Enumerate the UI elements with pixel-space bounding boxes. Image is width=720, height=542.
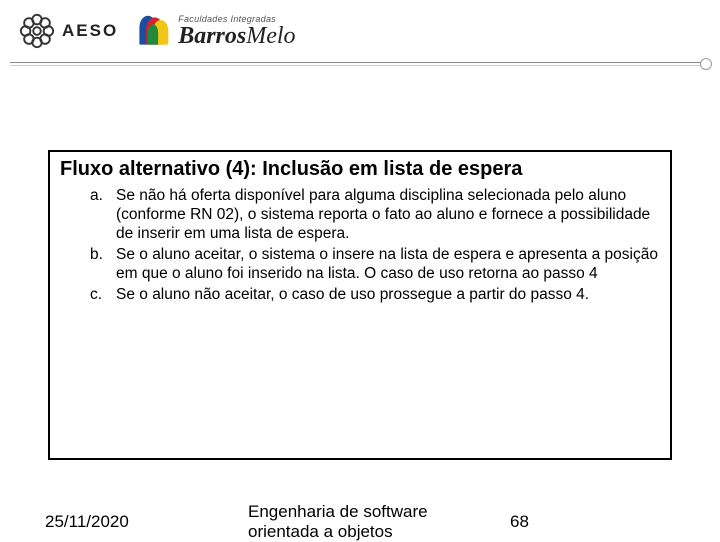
aeso-label: AESO	[62, 21, 118, 41]
list-item: b. Se o aluno aceitar, o sistema o inser…	[90, 246, 660, 284]
list-item: a. Se não há oferta disponível para algu…	[90, 187, 660, 244]
item-marker: b.	[90, 246, 116, 284]
arches-icon	[136, 14, 170, 48]
footer-date: 25/11/2020	[45, 512, 129, 532]
item-marker: a.	[90, 187, 116, 244]
barros-logo: Faculdades Integradas BarrosMelo	[136, 14, 295, 48]
barros-main-1: Barros	[178, 23, 246, 49]
content-box: Fluxo alternativo (4): Inclusão em lista…	[48, 150, 672, 460]
item-marker: c.	[90, 286, 116, 305]
flower-icon	[18, 12, 56, 50]
slide-header: AESO Faculdades Integradas BarrosMelo	[0, 0, 720, 62]
barros-main-2: Melo	[246, 23, 295, 49]
header-divider	[10, 62, 710, 66]
content-title: Fluxo alternativo (4): Inclusão em lista…	[60, 158, 660, 181]
item-text: Se não há oferta disponível para alguma …	[116, 187, 660, 244]
barros-text: Faculdades Integradas BarrosMelo	[178, 15, 295, 48]
list-item: c. Se o aluno não aceitar, o caso de uso…	[90, 286, 660, 305]
footer-title: Engenharia de software orientada a objet…	[248, 502, 468, 541]
footer-page: 68	[510, 512, 529, 532]
item-text: Se o aluno não aceitar, o caso de uso pr…	[116, 286, 660, 305]
content-list: a. Se não há oferta disponível para algu…	[60, 187, 660, 304]
aeso-logo: AESO	[18, 12, 118, 50]
item-text: Se o aluno aceitar, o sistema o insere n…	[116, 246, 660, 284]
